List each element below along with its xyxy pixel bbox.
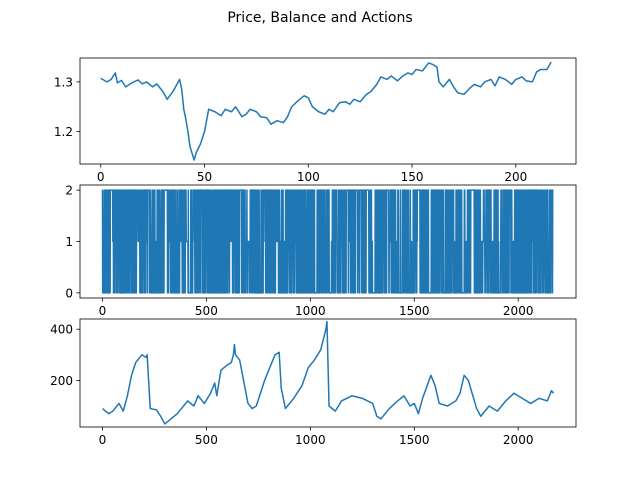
actions-ytick-label: 2 [65, 184, 73, 198]
actions-series-line [101, 189, 554, 294]
price-ytick-label: 1.3 [54, 75, 73, 89]
actions-xtick-label: 2000 [503, 304, 534, 318]
price-axes-frame [79, 57, 577, 165]
price-series-line [100, 61, 552, 161]
actions-xtick-label: 1000 [295, 304, 326, 318]
subplot-balance: 0 500 1000 1500 2000 200 400 [50, 318, 577, 447]
price-xtick-label: 0 [97, 170, 105, 184]
balance-xtick-label: 0 [99, 433, 107, 447]
subplot-actions: 0 500 1000 1500 2000 0 1 2 [65, 184, 577, 318]
balance-xtick-label: 1000 [295, 433, 326, 447]
actions-xtick-label: 1500 [399, 304, 430, 318]
price-xtick-label: 100 [297, 170, 320, 184]
price-ytick-label: 1.2 [54, 125, 73, 139]
balance-xtick-label: 500 [195, 433, 218, 447]
subplot-price: 0 50 100 150 200 1.2 1.3 [54, 57, 577, 184]
actions-xtick-label: 500 [195, 304, 218, 318]
balance-xtick-label: 2000 [503, 433, 534, 447]
chart-title: Price, Balance and Actions [227, 10, 412, 26]
balance-axes-frame [79, 318, 577, 428]
balance-series-line [101, 320, 555, 425]
balance-ytick-label: 400 [50, 323, 73, 337]
actions-ytick-label: 1 [65, 235, 73, 249]
price-xtick-label: 200 [504, 170, 527, 184]
price-xtick-label: 150 [401, 170, 424, 184]
balance-xtick-label: 1500 [399, 433, 430, 447]
actions-ytick-label: 0 [65, 286, 73, 300]
actions-xtick-label: 0 [99, 304, 107, 318]
price-xtick-label: 50 [197, 170, 212, 184]
balance-ytick-label: 200 [50, 374, 73, 388]
